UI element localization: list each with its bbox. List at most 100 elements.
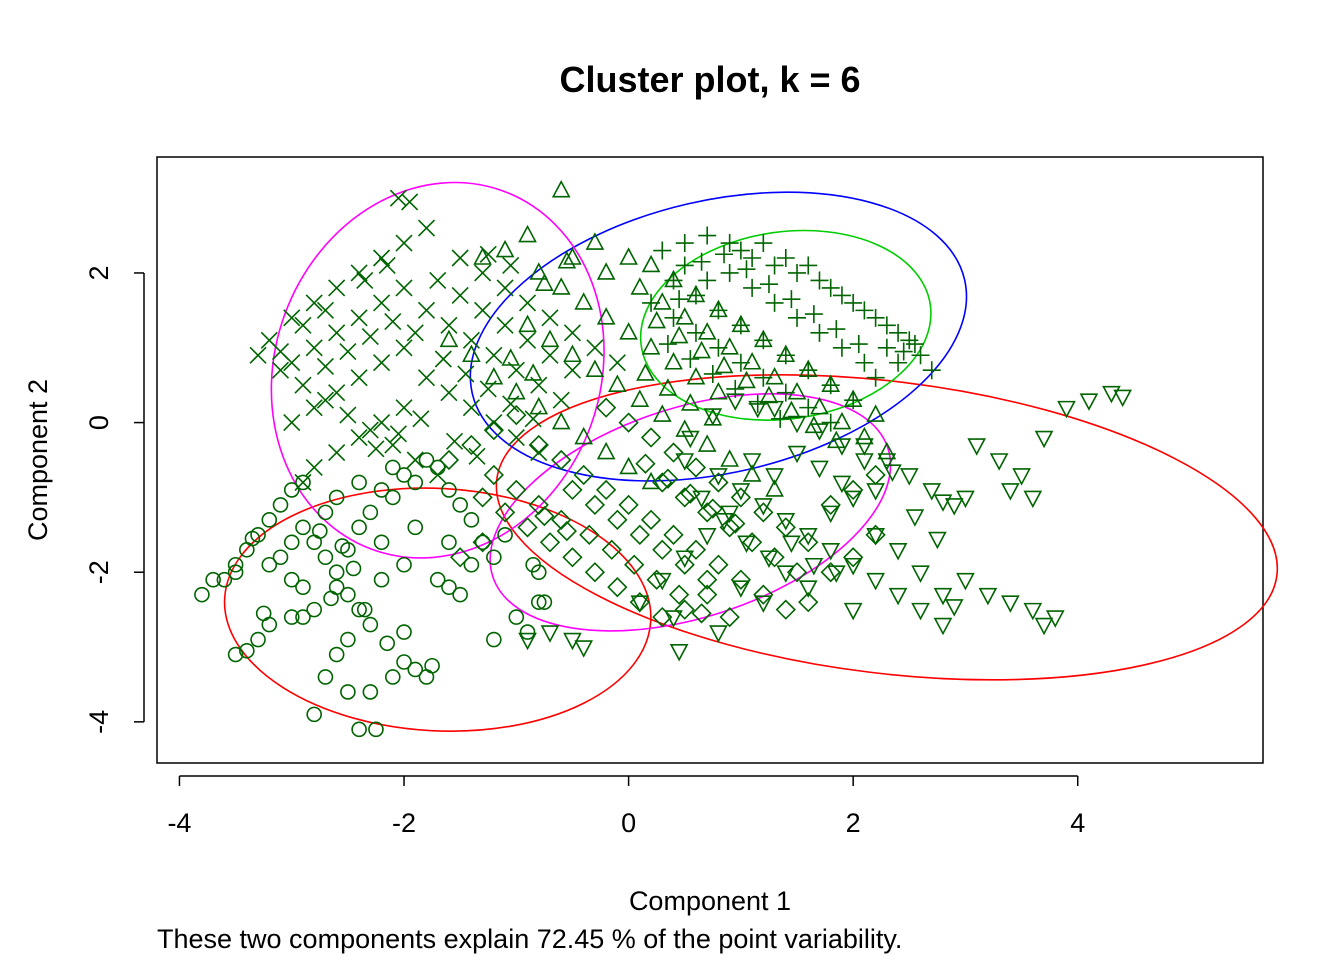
data-point-triangle-down — [855, 453, 874, 471]
data-point-triangle — [737, 370, 756, 389]
data-point-triangle-down — [1102, 385, 1121, 404]
data-point-plus — [681, 350, 700, 368]
data-point-circle — [441, 534, 457, 551]
data-point-triangle-down — [787, 445, 807, 464]
data-point-plus — [889, 323, 908, 342]
data-point-circle — [239, 642, 255, 659]
data-point-triangle-down — [826, 565, 846, 583]
data-point-diamond — [775, 599, 796, 620]
data-point-plus — [686, 323, 705, 342]
data-point-circle — [379, 635, 395, 652]
data-point-cross — [350, 264, 368, 282]
data-point-circle — [323, 590, 339, 607]
data-point-diamond — [764, 547, 785, 568]
data-point-triangle — [720, 449, 739, 467]
data-point-triangle-down — [692, 490, 711, 509]
data-point-cross — [361, 421, 379, 439]
data-point-cross — [608, 354, 626, 372]
data-point-diamond — [753, 584, 774, 605]
data-point-triangle-down — [754, 595, 773, 613]
data-point-diamond — [798, 532, 819, 553]
y-tick-label: 2 — [84, 265, 114, 280]
data-point-plus — [675, 234, 694, 253]
data-point-triangle-down — [1023, 602, 1043, 621]
data-point-diamond — [685, 457, 707, 478]
data-point-cross — [507, 428, 525, 447]
data-point-cross — [496, 316, 514, 334]
data-point-diamond — [697, 584, 718, 605]
data-point-plus — [698, 271, 717, 290]
data-point-triangle-down — [776, 513, 796, 531]
data-point-diamond — [635, 453, 656, 474]
data-point-circle — [407, 474, 424, 491]
data-point-circle — [345, 560, 362, 577]
data-point-plus — [715, 245, 734, 264]
data-point-cross — [563, 324, 582, 342]
data-point-cross — [271, 361, 290, 379]
data-point-plus — [799, 398, 818, 417]
data-point-circle — [463, 556, 480, 573]
data-point-triangle-down — [563, 632, 582, 651]
data-point-cross — [417, 301, 436, 319]
data-point-circle — [283, 482, 300, 498]
data-point-triangle — [647, 310, 666, 329]
y-axis-label: Component 2 — [23, 379, 53, 541]
data-point-triangle-down — [759, 550, 779, 568]
data-point-circle — [255, 605, 272, 622]
data-point-plus — [675, 256, 694, 275]
data-point-diamond — [753, 502, 774, 523]
data-point-triangle — [563, 344, 582, 363]
data-point-diamond — [702, 498, 723, 519]
data-point-triangle — [529, 262, 549, 280]
data-point-diamond — [472, 487, 493, 508]
data-point-triangle — [518, 224, 537, 243]
data-point-cross — [496, 279, 514, 297]
data-point-diamond — [697, 569, 718, 590]
data-point-cross — [283, 414, 301, 432]
data-point-circle — [486, 631, 502, 648]
data-point-diamond — [798, 592, 819, 613]
data-point-cross — [485, 414, 503, 432]
data-point-cross — [350, 309, 368, 327]
data-point-circle — [261, 556, 278, 573]
data-point-triangle-down — [681, 430, 700, 449]
data-point-circle — [227, 556, 244, 573]
data-point-cross — [395, 234, 413, 252]
chart-title: Cluster plot, k = 6 — [559, 59, 860, 100]
data-point-plus — [765, 293, 784, 312]
data-point-triangle — [596, 307, 616, 325]
data-point-triangle — [877, 441, 897, 460]
data-point-cross — [373, 294, 391, 312]
data-point-circle — [384, 669, 401, 685]
data-point-triangle — [641, 254, 661, 273]
data-point-triangle-down — [888, 542, 908, 561]
data-point-triangle-down — [810, 460, 829, 479]
data-point-diamond — [646, 569, 667, 590]
data-point-plus — [754, 234, 773, 253]
data-point-triangle-down — [933, 494, 953, 512]
data-point-circle — [525, 556, 541, 573]
cluster-ellipse-1 — [223, 487, 652, 732]
data-point-diamond — [691, 603, 712, 624]
data-point-diamond — [506, 404, 527, 426]
data-point-triangle-down — [518, 632, 537, 651]
data-point-diamond — [775, 517, 796, 538]
data-point-plus — [827, 320, 846, 339]
data-point-circle — [396, 654, 412, 670]
data-point-triangle — [529, 396, 549, 415]
data-point-triangle-down — [866, 483, 885, 501]
data-point-cross — [412, 410, 430, 428]
data-point-triangle-down — [843, 490, 863, 509]
data-point-cross — [479, 245, 497, 263]
data-point-plus — [832, 338, 851, 357]
data-point-diamond — [534, 505, 555, 527]
data-point-plus — [664, 271, 683, 290]
data-point-plus — [709, 301, 728, 320]
data-point-diamond — [820, 494, 841, 516]
data-point-plus — [670, 290, 689, 309]
data-point-triangle-down — [866, 528, 885, 546]
data-point-circle — [328, 564, 345, 581]
data-point-triangle — [557, 251, 577, 269]
data-point-cross — [541, 346, 559, 364]
data-point-plus — [799, 361, 818, 380]
